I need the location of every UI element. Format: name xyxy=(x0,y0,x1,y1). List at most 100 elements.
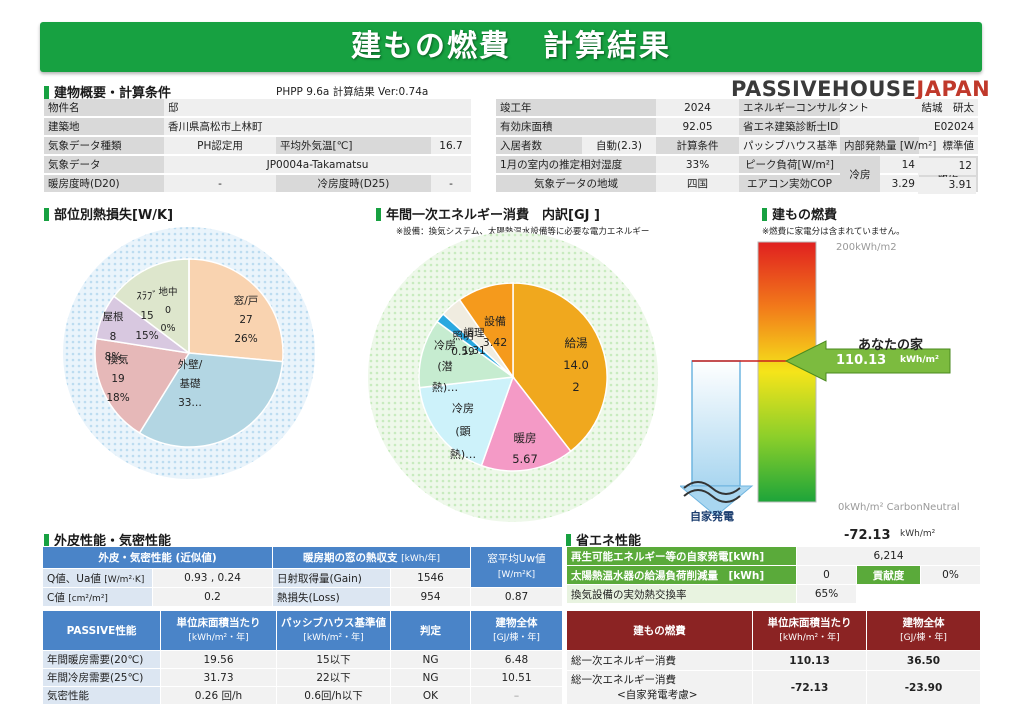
passive-row-judge: OK xyxy=(390,686,471,705)
passive-table: PASSIVE性能 単位床面積当たり [kWh/m²・年] パッシブハウス基準値[… xyxy=(42,610,563,705)
fuel-row2-value: -72.13 xyxy=(752,670,867,705)
pie-slice-設備 xyxy=(458,282,514,380)
avg-temp-value: 16.7 xyxy=(431,136,471,156)
table-row: 気密性能 0.26 回/h 0.6回/h以下 OK – xyxy=(42,686,563,705)
passive-row-judge: NG xyxy=(390,668,471,687)
page-title: 建もの燃費 計算結果 xyxy=(351,29,671,64)
brand-logo: PASSIVEHOUSEJAPAN xyxy=(731,77,991,101)
passive-row-standard: 0.6回/h以下 xyxy=(276,686,391,705)
fuel-summary-table: 建もの燃費 単位床面積当たり [kWh/m²・年] 建物全体 [GJ/棟・年] 総一… xyxy=(566,610,981,705)
pie-label: 窓/戸 27 26% xyxy=(234,294,259,345)
occupants-value: 自動(2.3) xyxy=(582,136,656,156)
vent-label: 換気設備の実効熱交換率 xyxy=(566,584,797,604)
pie-slice-暖房 xyxy=(480,375,572,472)
pie-slice-窓/戸 xyxy=(188,258,284,363)
property-name: 邸 xyxy=(164,99,471,118)
pie-label-line: 換気 xyxy=(108,353,129,366)
pie-label-line: 18% xyxy=(106,392,129,404)
climate-type-value: PH認定用 xyxy=(164,136,276,156)
pie-label-line: 0% xyxy=(160,323,175,334)
calc-cond-value: パッシブハウス基準 xyxy=(739,136,840,156)
pie-label-line: 8% xyxy=(105,351,122,363)
your-house-pointer xyxy=(784,340,951,382)
table-row: 年間暖房需要(20℃) 19.56 15以下 NG 6.48 xyxy=(42,650,563,669)
pie-label-line: (顕 xyxy=(455,425,470,438)
pie-label-line: 8 xyxy=(110,331,117,343)
table-row: 年間冷房需要(25℃) 31.73 22以下 NG 10.51 xyxy=(42,668,563,687)
uw-value: 0.87 xyxy=(470,587,564,607)
heat-loss-chart: 窓/戸 27 26% 外壁/基礎 33… 換気 19 18% 屋根 8 8% ｽﾗﾌﾞ 15 15% 地中 0… xyxy=(63,227,315,479)
pie-label-line: 冷房 xyxy=(434,339,456,352)
pie-slice-ｽﾗﾌﾞ xyxy=(112,258,190,355)
passive-row-total: 6.48 xyxy=(470,650,563,669)
pie-label-line: 27 xyxy=(239,314,252,326)
location-value: 香川県高松市上林町 xyxy=(164,117,471,137)
heat-loss-section-title: 部位別熱損失[W/K] xyxy=(44,204,173,223)
passive-row-standard: 15以下 xyxy=(276,650,391,669)
passive-row-value: 31.73 xyxy=(160,668,277,687)
overview-table: 物件名 邸 竣工年 2024 エネルギーコンサルタント 結城 研太 建築地 香川… xyxy=(44,99,979,194)
pie-label: 設備 3.42 xyxy=(483,314,508,349)
humidity-value: 33% xyxy=(656,155,739,175)
pie-slice-換気 xyxy=(94,337,191,434)
pie-slice-冷房(潜熱) xyxy=(418,320,515,389)
pie-label-line: 地中 xyxy=(158,286,177,298)
fuel-bottom-label: 0kWh/m² CarbonNeutral xyxy=(838,502,960,513)
consultant-label: エネルギーコンサルタント xyxy=(739,99,869,118)
property-name-label: 物件名 xyxy=(44,99,164,118)
pie-label-line: 窓/戸 xyxy=(234,294,259,307)
solar-value: 0 xyxy=(796,565,857,585)
pie-label-line: 冷房 xyxy=(452,402,474,415)
fuel-row1-value: 110.13 xyxy=(752,650,867,671)
standard-header: パッシブハウス基準値 [kWh/m²・年] xyxy=(276,610,391,651)
passive-row-total: 10.51 xyxy=(470,668,563,687)
pie-label: 給湯 14.0 2 xyxy=(563,336,589,394)
your-house-label: あなたの家 xyxy=(858,338,924,353)
pie-label: ｽﾗﾌﾞ 15 15% xyxy=(135,290,158,342)
pie-label-line: 基礎 xyxy=(180,377,201,390)
judge-header: 判定 xyxy=(390,610,471,651)
climate-region-label: 気象データの地域 xyxy=(496,174,656,194)
pie-slice-給湯 xyxy=(512,282,608,453)
humidity-label: 1月の室内の推定相対湿度 xyxy=(496,155,656,175)
contrib-value: 0% xyxy=(919,565,982,585)
uw-header: 窓平均Uw値 [W/m²K] xyxy=(470,546,564,588)
window-header: 暖房期の窓の熱収支 [kWh/年] xyxy=(272,546,472,569)
calc-cond-label: 計算条件 xyxy=(656,136,739,156)
your-house-unit: kWh/m² xyxy=(900,355,939,365)
passive-header: PASSIVE性能 xyxy=(42,610,161,651)
pie-label: 地中 0 0% xyxy=(158,286,177,334)
pie-label-line: 15% xyxy=(135,330,158,342)
fuel-summary-header: 建もの燃費 xyxy=(566,610,753,651)
break-mark xyxy=(683,481,741,503)
solar-label: 太陽熱温水器の給湯負荷削減量 [kWh] xyxy=(566,565,797,585)
pie-label-line: 調理 xyxy=(464,326,485,339)
occupants-label: 入居者数 xyxy=(496,136,582,156)
peak-heating-value: 12 xyxy=(918,158,976,175)
energy-section-title: 年間一次エネルギー消費 内訳[GJ ] xyxy=(376,204,600,223)
pie-label-line: 2 xyxy=(572,380,579,394)
envelope-table: 外皮・気密性能 (近似値) 暖房期の窓の熱収支 [kWh/年] 窓平均Uw値 [W… xyxy=(41,546,564,607)
peak-label: ピーク負荷[W/m²] xyxy=(739,155,840,175)
pie-label-line: 熱)… xyxy=(450,448,476,461)
passive-row-value: 19.56 xyxy=(160,650,277,669)
passive-row-label: 年間冷房需要(25℃) xyxy=(42,668,161,687)
renew-label: 再生可能エネルギー等の自家発電[kWh] xyxy=(566,546,797,566)
pie-label-line: 15 xyxy=(140,310,153,322)
pie-label-line: 0 xyxy=(165,305,171,316)
completion-value: 2024 xyxy=(656,99,739,118)
c-label: C値 [cm²/m²] xyxy=(42,587,153,607)
vent-value: 65% xyxy=(796,584,857,604)
c-value: 0.2 xyxy=(151,587,274,607)
auditor-value: E02024 xyxy=(840,117,979,137)
climate-data-value: JP0004a-Takamatsu xyxy=(164,155,471,175)
title-banner: 建もの燃費 計算結果 xyxy=(40,22,982,72)
pie-label-line: 5.67 xyxy=(512,452,538,466)
pie-label-line: 1.31 xyxy=(462,345,485,357)
per-area-header: 単位床面積当たり [kWh/m²・年] xyxy=(160,610,277,651)
hdd-value: - xyxy=(164,174,276,194)
contrib-label: 貢献度 xyxy=(856,565,921,585)
cop-heating-value: 3.91 xyxy=(918,177,976,194)
passive-row-judge: NG xyxy=(390,650,471,669)
